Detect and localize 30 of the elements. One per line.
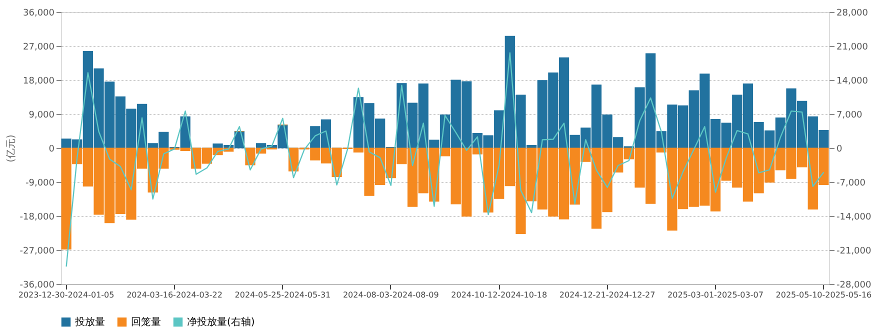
y-tick-label: 0 [48,144,55,154]
y-tick-label: -9,000 [25,178,55,188]
legend-label: 回笼量 [131,316,161,328]
y-tick-label: -36,000 [20,280,55,290]
x-tick-label: 2024-03-16-2024-03-22 [126,290,222,300]
x-tick-label: 2024-08-03-2024-08-09 [342,290,439,300]
y-tick-label: 9,000 [28,110,55,120]
y2-tick-label: 14,000 [836,76,868,86]
y2-tick-label: -21,000 [836,246,872,256]
x-tick-label: 2025-05-10-2025-05-16 [776,290,872,300]
x-tick-label: 2024-12-21-2024-12-27 [559,290,656,300]
x-tick-label: 2025-03-01-2025-03-07 [668,290,764,300]
y-tick-label: -27,000 [20,246,55,256]
y2-tick-label: 7,000 [836,110,863,120]
y2-tick-label: 21,000 [836,42,868,52]
x-tick-label: 2024-05-25-2024-05-31 [234,290,331,300]
y2-tick-label: -28,000 [836,280,872,290]
y2-tick-label: 28,000 [836,8,868,18]
y-tick-label: 18,000 [23,76,55,86]
x-tick-label: 2024-10-12-2024-10-18 [451,290,548,300]
legend-label: 净投放量(右轴) [187,316,255,328]
y-axis-title: (亿元) [6,134,17,162]
y2-tick-label: 0 [836,144,842,154]
y2-tick-label: -14,000 [836,212,872,222]
y2-tick-label: -7,000 [836,178,866,188]
y-tick-label: -18,000 [20,212,55,222]
x-tick-label: 2023-12-30-2024-01-05 [18,290,114,300]
y-tick-label: 36,000 [23,8,55,18]
y-tick-label: 27,000 [23,42,55,52]
legend-label: 投放量 [74,316,105,328]
